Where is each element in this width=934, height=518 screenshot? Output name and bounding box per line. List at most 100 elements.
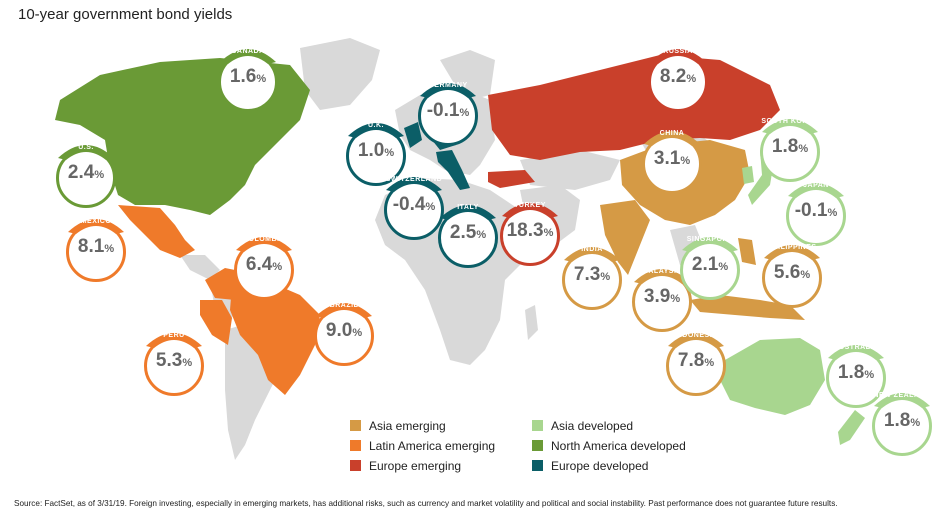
percent-sign: % <box>272 261 283 273</box>
country-badge: SINGAPORE 2.1% <box>680 230 750 300</box>
country-badge: JAPAN -0.1% <box>786 176 856 246</box>
badge-ribbon: INDONESIA <box>664 326 728 348</box>
percent-sign: % <box>256 73 267 85</box>
yield-value: 8.2% <box>648 66 708 88</box>
badge-ribbon: U.K. <box>344 116 408 138</box>
yield-number: 3.1 <box>653 148 681 169</box>
yield-number: -0.1 <box>794 200 828 221</box>
country-badge: INDONESIA 7.8% <box>666 326 736 396</box>
legend-item: Europe emerging <box>350 458 461 474</box>
yield-number: 6.4 <box>245 254 273 275</box>
badge-ribbon: TURKEY <box>498 196 562 218</box>
yield-number: 2.4 <box>67 162 95 183</box>
badge-ribbon: U.S. <box>54 138 118 160</box>
badge-ribbon: PERU <box>142 326 206 348</box>
percent-sign: % <box>704 357 715 369</box>
yield-value: 1.8% <box>872 410 932 432</box>
country-name: AUSTRALIA <box>833 344 879 351</box>
country-badge: CANADA 1.6% <box>218 42 288 112</box>
country-badge: GERMANY -0.1% <box>418 76 488 146</box>
country-badge: COLOMBIA 6.4% <box>234 230 304 300</box>
yield-number: 7.3 <box>573 264 601 285</box>
yield-value: 2.4% <box>56 162 116 184</box>
yield-value: 2.5% <box>438 222 498 244</box>
legend-item: Europe developed <box>532 458 648 474</box>
country-badge: NEW ZEALAND 1.8% <box>872 386 934 456</box>
yield-number: 1.8 <box>771 136 799 157</box>
region-korea <box>742 166 754 184</box>
badge-ribbon: INDIA <box>560 240 624 262</box>
yield-value: 18.3% <box>500 220 560 242</box>
percent-sign: % <box>459 107 470 119</box>
country-name: MEXICO <box>80 218 112 225</box>
badge-ribbon: GERMANY <box>416 76 480 98</box>
badge-ribbon: MEXICO <box>64 212 128 234</box>
country-badge: PHILIPPINES 5.6% <box>762 238 832 308</box>
percent-sign: % <box>827 207 838 219</box>
percent-sign: % <box>352 327 363 339</box>
legend-swatch <box>532 440 543 451</box>
legend-item: Asia emerging <box>350 418 446 434</box>
badge-ribbon: PHILIPPINES <box>760 238 824 260</box>
badge-ribbon: JAPAN <box>784 176 848 198</box>
country-name: JAPAN <box>803 182 829 189</box>
yield-value: 7.8% <box>666 350 726 372</box>
yield-value: 2.1% <box>680 254 740 276</box>
country-name: U.S. <box>78 144 94 151</box>
country-badge: RUSSIA 8.2% <box>648 42 718 112</box>
percent-sign: % <box>910 417 921 429</box>
country-badge: TURKEY 18.3% <box>500 196 570 266</box>
country-name: PHILIPPINES <box>767 244 817 251</box>
badge-ribbon: MALAYSIA <box>630 262 694 284</box>
badge-ribbon: BRAZIL <box>312 296 376 318</box>
region-russia <box>488 55 780 160</box>
country-name: NEW ZEALAND <box>873 392 931 399</box>
yield-number: 1.6 <box>229 66 257 87</box>
legend-item: Asia developed <box>532 418 633 434</box>
region-philippines <box>738 238 756 265</box>
badge-ribbon: AUSTRALIA <box>824 338 888 360</box>
yield-value: 1.8% <box>760 136 820 158</box>
country-name: TURKEY <box>514 202 546 209</box>
region-turkey <box>488 170 535 188</box>
country-name: CANADA <box>231 48 265 55</box>
country-badge: U.S. 2.4% <box>56 138 126 208</box>
yield-number: 8.2 <box>659 66 687 87</box>
legend-label: Europe emerging <box>369 459 462 473</box>
yield-value: 1.8% <box>826 362 886 384</box>
legend-item: North America developed <box>532 438 686 454</box>
yield-number: 9.0 <box>325 320 353 341</box>
yield-number: 2.1 <box>691 254 719 275</box>
yield-value: 6.4% <box>234 254 294 276</box>
legend-item: Latin America emerging <box>350 438 495 454</box>
country-badge: INDIA 7.3% <box>562 240 632 310</box>
legend-label: North America developed <box>551 439 686 453</box>
yield-value: 9.0% <box>314 320 374 342</box>
region-peru <box>200 300 232 345</box>
percent-sign: % <box>94 169 105 181</box>
percent-sign: % <box>182 357 193 369</box>
yield-value: 7.3% <box>562 264 622 286</box>
country-badge: BRAZIL 9.0% <box>314 296 384 366</box>
badge-ribbon: COLOMBIA <box>232 230 296 252</box>
yield-value: 5.3% <box>144 350 204 372</box>
yield-number: 8.1 <box>77 236 105 257</box>
percent-sign: % <box>104 243 115 255</box>
badge-ribbon: SINGAPORE <box>678 230 742 252</box>
region-indonesia <box>690 295 805 320</box>
country-name: COLOMBIA <box>242 236 286 243</box>
yield-number: 7.8 <box>677 350 705 371</box>
legend-label: Europe developed <box>551 459 649 473</box>
country-name: SINGAPORE <box>686 236 734 243</box>
country-badge: CHINA 3.1% <box>642 124 712 194</box>
legend-label: Asia developed <box>551 419 634 433</box>
badge-ribbon: ITALY <box>436 198 500 220</box>
percent-sign: % <box>718 261 729 273</box>
region-india <box>600 200 650 275</box>
yield-value: 1.6% <box>218 66 278 88</box>
badge-ring <box>760 122 820 182</box>
country-name: ITALY <box>457 204 479 211</box>
yield-value: 3.9% <box>632 286 692 308</box>
region-uk <box>404 122 422 148</box>
legend-label: Asia emerging <box>369 419 446 433</box>
